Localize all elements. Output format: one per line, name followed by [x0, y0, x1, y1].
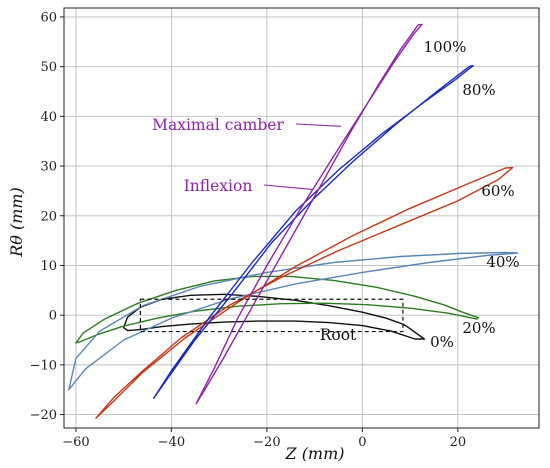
x-tick-label: −60: [62, 435, 89, 450]
annotation-inflexion: Inflexion: [184, 177, 253, 195]
annotations: 0% 20% 40% 60% 80% 100% Maximal camber Inflexio…: [152, 38, 520, 351]
series-line-0pct: [123, 293, 426, 340]
axes-frame: [63, 7, 540, 429]
series-line-20pct: [75, 275, 480, 344]
y-tick-label: −20: [30, 408, 57, 423]
y-tick-label: 50: [40, 60, 57, 75]
x-tick-label: −40: [158, 435, 185, 450]
series-label-20pct: 20%: [462, 319, 495, 337]
annotation-pointer-line: [263, 184, 313, 190]
series-label-40pct: 40%: [486, 253, 519, 271]
x-tick-label: 20: [450, 435, 467, 450]
y-tick-label: −10: [30, 358, 57, 373]
series-line-100pct: [195, 23, 423, 405]
x-tick-label: −20: [253, 435, 280, 450]
series-label-60pct: 60%: [481, 182, 514, 200]
x-tick-label: 0: [358, 435, 366, 450]
y-tick-label: 30: [40, 160, 57, 175]
y-tick-label: 60: [40, 10, 57, 25]
y-tick-label: 20: [40, 209, 57, 224]
annotation-maximal-camber: Maximal camber: [152, 116, 284, 134]
annotation-root: Root: [320, 326, 357, 344]
annotation-pointer-line: [295, 123, 341, 127]
y-tick-label: 0: [49, 309, 57, 324]
series-label-80pct: 80%: [462, 81, 495, 99]
tick-labels: −60 −40 −20 0 20 −20 −10 0 10 20 30 40 50 60: [30, 10, 467, 450]
grid: [64, 8, 539, 428]
x-axis-label: Z (mm): [284, 444, 344, 463]
series-label-0pct: 0%: [430, 333, 454, 351]
series-line-80pct: [153, 65, 474, 399]
series-line-40pct: [68, 251, 519, 391]
series-layer: [68, 23, 519, 419]
y-tick-label: 40: [40, 110, 57, 125]
series-line-60pct: [95, 166, 514, 419]
plot-frame: [60, 7, 540, 432]
y-axis-label: Rθ (mm): [7, 187, 26, 258]
series-label-100pct: 100%: [424, 38, 467, 56]
y-tick-label: 10: [40, 259, 57, 274]
